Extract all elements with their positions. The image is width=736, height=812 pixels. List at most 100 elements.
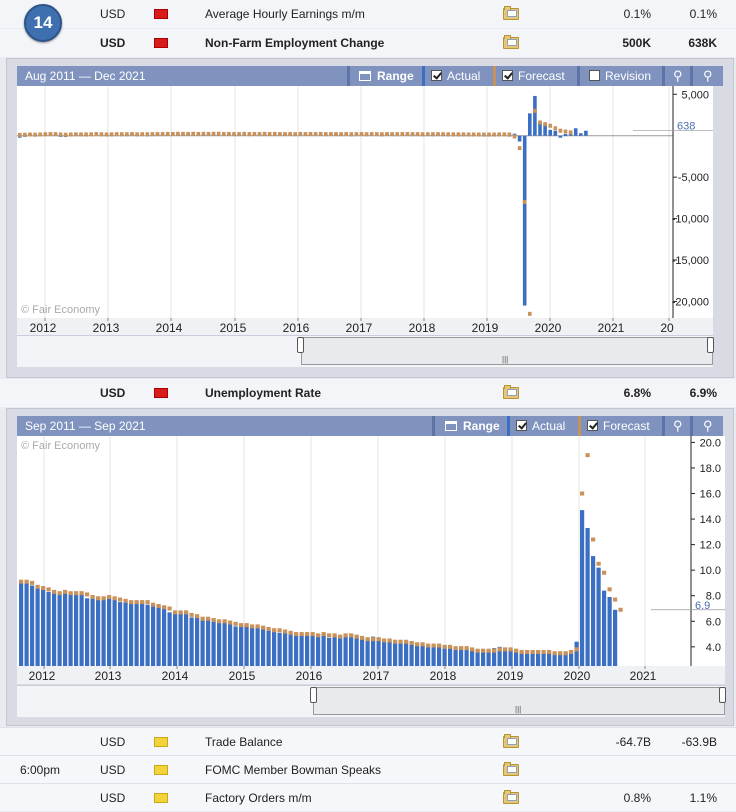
range-handle-left[interactable] <box>310 687 317 703</box>
forecast-marker <box>482 132 486 137</box>
actual-bar <box>343 635 348 666</box>
forecast-toggle[interactable]: Forecast <box>583 416 650 436</box>
actual-bar <box>398 643 403 666</box>
forecast-marker <box>437 643 442 648</box>
actual-bar <box>404 641 409 666</box>
actual-bar <box>371 636 376 666</box>
folder-icon[interactable] <box>503 6 519 20</box>
actual-bar <box>52 593 57 666</box>
actual-value: 0.1% <box>623 7 651 21</box>
forecast-marker <box>140 132 144 137</box>
forecast-marker <box>244 623 249 628</box>
range-handle-right[interactable] <box>719 687 726 703</box>
event-title[interactable]: Average Hourly Earnings m/m <box>205 7 365 21</box>
actual-bar <box>261 627 266 666</box>
forecast-marker <box>365 637 370 642</box>
forecast-marker <box>349 633 354 638</box>
range-window[interactable] <box>313 687 725 715</box>
event-time: 6:00pm <box>20 763 61 777</box>
event-title[interactable]: Unemployment Rate <box>205 386 322 400</box>
forecast-marker <box>28 132 32 137</box>
forecast-toggle[interactable]: Forecast <box>498 66 565 86</box>
forecast-marker <box>104 132 109 137</box>
forecast-marker <box>134 600 139 605</box>
event-row-factory-orders[interactable]: USD Factory Orders m/m 0.8% 1.1% <box>0 783 736 811</box>
folder-icon[interactable] <box>503 385 519 399</box>
actual-bar <box>167 612 172 666</box>
forecast-marker <box>492 648 497 653</box>
event-count-badge: 14 <box>24 4 62 42</box>
forecast-marker <box>376 637 381 642</box>
forecast-marker <box>145 600 150 605</box>
event-row-average-hourly-earnings[interactable]: USD Average Hourly Earnings m/m 0.1% 0.1… <box>0 0 736 28</box>
event-row-unemployment-rate[interactable]: USD Unemployment Rate 6.8% 6.9% <box>0 379 736 407</box>
forecast-marker <box>453 646 458 651</box>
forecast-marker <box>533 108 537 113</box>
forecast-marker <box>310 632 315 637</box>
currency: USD <box>100 763 126 777</box>
forecast-marker <box>79 132 83 137</box>
range-handle-left[interactable] <box>297 337 304 353</box>
actual-bar <box>321 632 326 666</box>
forecast-marker <box>69 132 73 137</box>
x-tick-label: 2017 <box>346 321 373 335</box>
actual-toggle[interactable]: Actual <box>512 416 565 436</box>
range-handle-right[interactable] <box>707 337 714 353</box>
chart-period: Aug 2011 — Dec 2021 <box>25 69 146 83</box>
folder-icon[interactable] <box>503 35 519 49</box>
forecast-marker <box>129 600 134 605</box>
event-title[interactable]: Trade Balance <box>205 735 283 749</box>
event-row-non-farm-employment[interactable]: USD Non-Farm Employment Change 500K 638K <box>0 29 736 57</box>
y-tick-label: 14.0 <box>700 514 721 526</box>
range-button[interactable]: Range <box>355 66 414 86</box>
actual-toggle[interactable]: Actual <box>427 66 480 86</box>
forecast-marker <box>120 132 124 137</box>
actual-bar <box>573 128 578 136</box>
range-label: Range <box>377 69 414 83</box>
forecast-marker <box>369 132 374 137</box>
event-row-trade-balance[interactable]: USD Trade Balance -64.7B -63.9B <box>0 727 736 755</box>
forecast-marker <box>514 648 519 653</box>
range-navigator[interactable]: ||| <box>17 335 714 367</box>
forecast-marker <box>415 132 420 137</box>
forecast-marker <box>410 132 415 137</box>
forecast-marker <box>267 132 272 137</box>
forecast-marker <box>140 600 145 605</box>
range-navigator[interactable]: ||| <box>17 685 726 717</box>
revision-toggle[interactable]: Revision <box>585 66 651 86</box>
forecast-marker <box>380 132 384 137</box>
folder-icon[interactable] <box>503 734 519 748</box>
folder-icon[interactable] <box>503 762 519 776</box>
event-title[interactable]: Factory Orders m/m <box>205 791 312 805</box>
x-tick-label: 2016 <box>296 669 323 683</box>
forecast-marker <box>405 132 410 137</box>
folder-icon[interactable] <box>503 790 519 804</box>
x-tick-label: 2020 <box>535 321 562 335</box>
forecast-marker <box>359 132 364 137</box>
event-title[interactable]: FOMC Member Bowman Speaks <box>205 763 382 777</box>
forecast-marker <box>339 132 343 137</box>
zoom-in-button[interactable]: ⚲ <box>673 68 683 83</box>
actual-bar <box>464 648 469 666</box>
forecast-marker <box>470 647 475 652</box>
forecast-marker <box>99 132 104 137</box>
forecast-marker <box>448 644 453 649</box>
zoom-out-button[interactable]: ⚲ <box>703 418 713 433</box>
zoom-in-button[interactable]: ⚲ <box>673 418 683 433</box>
range-window[interactable] <box>301 337 713 365</box>
zoom-out-button[interactable]: ⚲ <box>703 68 713 83</box>
forecast-marker <box>118 597 123 602</box>
nfp-chart[interactable]: 5,000 -5,000 -10,000 -15,000 -20,000 638 © Fai… <box>17 86 725 356</box>
actual-bar <box>528 113 532 136</box>
event-row-fomc-bowman[interactable]: 6:00pm USD FOMC Member Bowman Speaks <box>0 755 736 783</box>
forecast-marker <box>487 132 491 137</box>
y-tick-label: -15,000 <box>672 255 709 267</box>
event-title[interactable]: Non-Farm Employment Change <box>205 36 385 50</box>
forecast-marker <box>150 132 155 137</box>
range-button[interactable]: Range <box>441 416 500 436</box>
unemployment-chart[interactable]: 20.0 18.0 16.0 14.0 12.0 10.0 8.0 6.0 4.0 6.9 © Fa… <box>17 436 725 684</box>
actual-bar <box>591 556 596 666</box>
forecast-marker <box>63 132 68 137</box>
actual-bar <box>596 567 601 666</box>
forecast-marker <box>261 625 266 630</box>
